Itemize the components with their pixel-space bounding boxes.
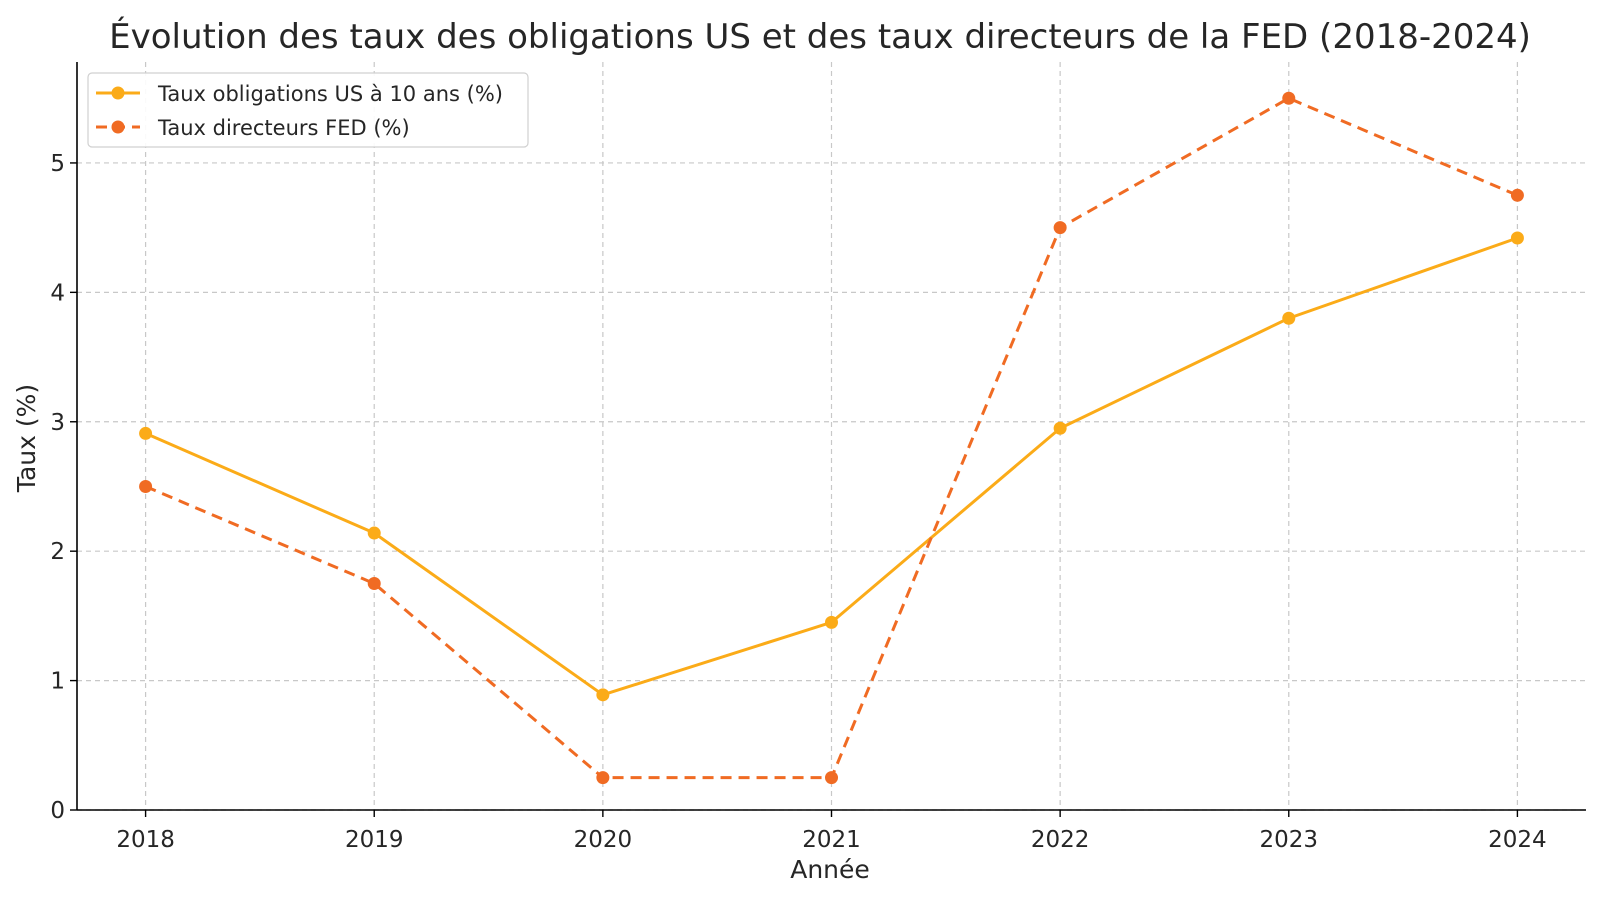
series-1-point-2019 xyxy=(367,526,381,540)
legend-marker-1 xyxy=(111,86,125,100)
legend-box xyxy=(87,72,529,148)
y-axis-ticks: 0 1 2 3 4 5 xyxy=(50,151,77,824)
series-2-point-2024 xyxy=(1510,188,1524,202)
x-tick-label-2024: 2024 xyxy=(1488,827,1547,853)
y-tick-label-4: 4 xyxy=(50,280,65,306)
series-2-point-2022 xyxy=(1053,221,1067,235)
series-2 xyxy=(139,91,1524,785)
series-1-point-2020 xyxy=(596,688,610,702)
series-2-point-2023 xyxy=(1282,91,1296,105)
series-2-point-2020 xyxy=(596,771,610,785)
series-2-point-2018 xyxy=(139,479,153,493)
x-axis-label: Année xyxy=(790,855,870,884)
x-axis-ticks: 2018 2019 2020 2021 2022 2023 2024 xyxy=(116,810,1547,853)
chart-title: Évolution des taux des obligations US et… xyxy=(109,16,1531,57)
y-tick-label-2: 2 xyxy=(50,539,65,565)
legend-label-1: Taux obligations US à 10 ans (%) xyxy=(157,82,503,106)
x-tick-label-2018: 2018 xyxy=(116,827,175,853)
x-tick-label-2022: 2022 xyxy=(1031,827,1090,853)
x-tick-label-2023: 2023 xyxy=(1259,827,1318,853)
series-2-point-2019 xyxy=(367,577,381,591)
series-1 xyxy=(139,231,1524,702)
series-1-point-2023 xyxy=(1282,311,1296,325)
y-axis-label: Taux (%) xyxy=(12,384,41,493)
series-2-point-2021 xyxy=(825,771,838,785)
series-1-point-2018 xyxy=(139,426,153,440)
grid-lines xyxy=(77,62,1586,811)
x-tick-label-2021: 2021 xyxy=(802,827,861,853)
y-tick-label-3: 3 xyxy=(50,410,65,436)
series-1-point-2022 xyxy=(1053,421,1067,435)
x-tick-label-2020: 2020 xyxy=(574,827,633,853)
series-layer xyxy=(139,91,1524,785)
x-tick-label-2019: 2019 xyxy=(345,827,404,853)
series-1-point-2024 xyxy=(1510,231,1524,245)
legend: Taux obligations US à 10 ans (%) Taux dir… xyxy=(87,72,529,148)
legend-label-2: Taux directeurs FED (%) xyxy=(157,116,410,140)
legend-marker-2 xyxy=(111,120,125,134)
y-tick-label-1: 1 xyxy=(50,669,65,695)
y-tick-label-0: 0 xyxy=(50,798,65,824)
series-1-point-2021 xyxy=(825,615,838,629)
y-tick-label-5: 5 xyxy=(50,151,65,177)
